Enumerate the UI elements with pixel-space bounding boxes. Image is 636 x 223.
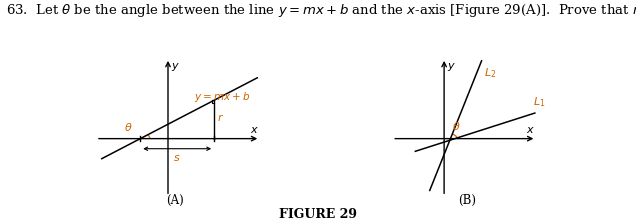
Text: $L_2$: $L_2$: [485, 67, 497, 81]
Text: (B): (B): [459, 194, 476, 207]
Text: $y = mx + b$: $y = mx + b$: [194, 90, 250, 103]
Text: (A): (A): [166, 194, 184, 207]
Text: $y$: $y$: [171, 61, 180, 73]
Text: $L_1$: $L_1$: [534, 95, 546, 109]
Text: $x$: $x$: [250, 125, 259, 135]
Text: FIGURE 29: FIGURE 29: [279, 208, 357, 221]
Text: $y$: $y$: [447, 61, 456, 73]
Text: $r$: $r$: [217, 112, 224, 123]
Text: 63.  Let $\theta$ be the angle between the line $y = mx + b$ and the $x$-axis [F: 63. Let $\theta$ be the angle between th…: [6, 2, 636, 19]
Text: $x$: $x$: [526, 125, 535, 135]
Text: $\theta$: $\theta$: [452, 120, 460, 132]
Text: $s$: $s$: [174, 153, 181, 163]
Text: $\theta$: $\theta$: [125, 122, 133, 133]
